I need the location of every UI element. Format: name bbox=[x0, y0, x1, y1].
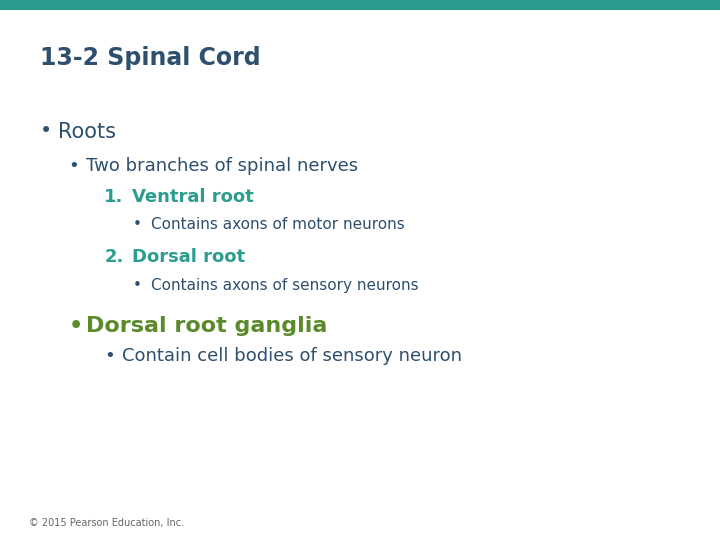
Text: Contain cell bodies of sensory neuron: Contain cell bodies of sensory neuron bbox=[122, 347, 462, 364]
Text: Dorsal root: Dorsal root bbox=[132, 248, 245, 266]
Text: •: • bbox=[40, 122, 52, 141]
Text: •: • bbox=[104, 347, 115, 364]
Text: Roots: Roots bbox=[58, 122, 116, 141]
Text: 13-2 Spinal Cord: 13-2 Spinal Cord bbox=[40, 46, 260, 70]
Text: •: • bbox=[68, 157, 79, 174]
Text: •: • bbox=[133, 278, 142, 293]
Text: 2.: 2. bbox=[104, 248, 124, 266]
Text: © 2015 Pearson Education, Inc.: © 2015 Pearson Education, Inc. bbox=[29, 518, 184, 528]
Text: Contains axons of motor neurons: Contains axons of motor neurons bbox=[151, 217, 405, 232]
Text: Ventral root: Ventral root bbox=[132, 188, 253, 206]
Text: Dorsal root ganglia: Dorsal root ganglia bbox=[86, 316, 328, 336]
Text: Two branches of spinal nerves: Two branches of spinal nerves bbox=[86, 157, 359, 174]
Text: •: • bbox=[133, 217, 142, 232]
Text: Contains axons of sensory neurons: Contains axons of sensory neurons bbox=[151, 278, 419, 293]
Text: •: • bbox=[68, 316, 83, 336]
Text: 1.: 1. bbox=[104, 188, 124, 206]
